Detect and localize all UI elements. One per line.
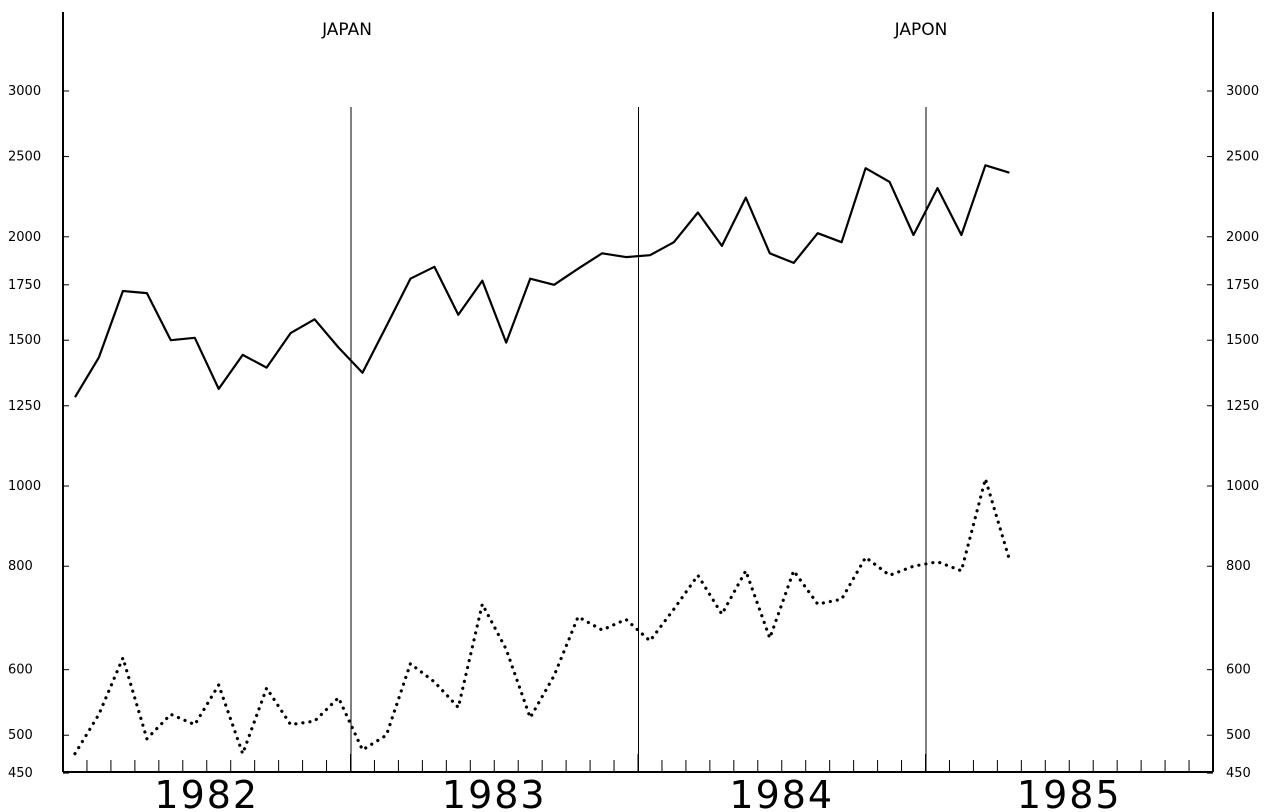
right-y-tick-label: 1750 <box>1226 278 1259 293</box>
title-group: JAPAN JAPON <box>321 20 947 40</box>
x-year-label: 1984 <box>729 773 834 812</box>
left-y-tick-label: 800 <box>8 559 33 574</box>
x-year-labels: 1982 1983 1984 1985 <box>154 773 1122 812</box>
left-y-tick-label: 600 <box>8 663 33 678</box>
left-y-tick-label: 1500 <box>8 333 41 348</box>
right-y-tick-label: 1250 <box>1226 399 1259 414</box>
x-year-label: 1982 <box>154 773 259 812</box>
right-y-tick-label: 1500 <box>1226 333 1259 348</box>
right-y-tick-labels: 450 500 600 800 1000 1250 1500 1750 2000 2500 3000 <box>1207 84 1259 781</box>
right-y-tick-label: 500 <box>1226 728 1251 743</box>
right-y-tick-label: 2000 <box>1226 230 1259 245</box>
left-y-tick-label: 2500 <box>8 150 41 165</box>
right-y-tick-label: 2500 <box>1226 150 1259 165</box>
right-y-tick-label: 1000 <box>1226 479 1259 494</box>
left-y-tick-label: 1750 <box>8 278 41 293</box>
right-y-tick-label: 800 <box>1226 559 1251 574</box>
x-year-label: 1983 <box>442 773 547 812</box>
series-group <box>73 164 1011 756</box>
right-y-tick-label: 450 <box>1226 766 1251 781</box>
left-y-tick-label: 2000 <box>8 230 41 245</box>
left-y-tick-labels: 450 500 600 800 1000 1250 1500 1750 2000 2500 3000 <box>8 84 69 781</box>
x-month-ticks <box>62 754 1214 772</box>
left-y-tick-label: 3000 <box>8 84 41 99</box>
x-year-label: 1985 <box>1017 773 1122 812</box>
year-dividers <box>350 107 927 772</box>
right-y-tick-label: 600 <box>1226 663 1251 678</box>
left-y-tick-label: 1250 <box>8 399 41 414</box>
left-y-tick-label: 1000 <box>8 479 41 494</box>
right-y-tick-label: 3000 <box>1226 84 1259 99</box>
series-0-line <box>74 164 1010 398</box>
chart-title-english: JAPAN <box>321 20 372 40</box>
chart-title-french: JAPON <box>894 20 948 40</box>
left-y-tick-label: 450 <box>8 766 33 781</box>
series-1-line <box>73 477 1011 756</box>
left-y-tick-label: 500 <box>8 728 33 743</box>
